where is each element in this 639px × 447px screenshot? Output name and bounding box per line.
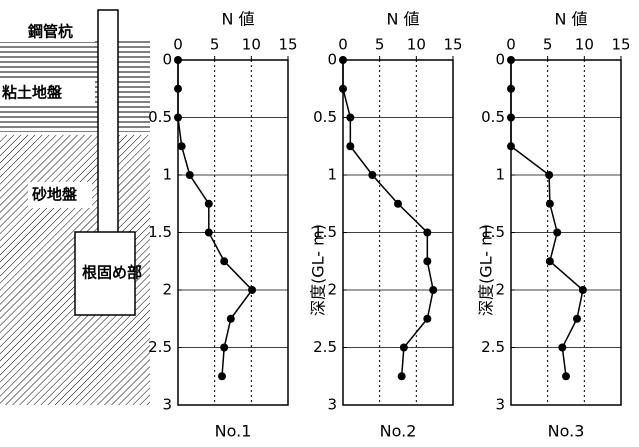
data-point bbox=[368, 171, 376, 179]
root-label: 根固め部 bbox=[82, 264, 142, 282]
data-point bbox=[507, 56, 515, 64]
data-point bbox=[423, 229, 431, 237]
data-point bbox=[400, 344, 408, 352]
data-point bbox=[394, 200, 402, 208]
data-point bbox=[248, 286, 256, 294]
y-tick-label: 2.5 bbox=[481, 338, 505, 356]
data-point bbox=[546, 200, 554, 208]
data-point bbox=[227, 315, 235, 323]
x-tick-label: 5 bbox=[543, 36, 553, 54]
data-point bbox=[346, 142, 354, 150]
y-tick-label: 0 bbox=[327, 51, 337, 69]
y-tick-label: 2 bbox=[162, 281, 172, 299]
data-point bbox=[186, 171, 194, 179]
chart-caption: No.1 bbox=[215, 422, 252, 441]
data-point bbox=[507, 85, 515, 93]
soil-diagram: 鋼管杭 粘土地盤 砂地盤 根固め部 bbox=[0, 10, 150, 405]
data-point bbox=[507, 142, 515, 150]
figure: 鋼管杭 粘土地盤 砂地盤 根固め部 05101500.511.522.53N 値… bbox=[0, 0, 639, 447]
x-tick-label: 0 bbox=[173, 36, 183, 54]
data-point bbox=[429, 286, 437, 294]
y-tick-label: 0.5 bbox=[148, 108, 172, 126]
x-axis-label: N 値 bbox=[554, 10, 587, 29]
data-point bbox=[339, 56, 347, 64]
steel-pile bbox=[98, 10, 118, 235]
clay-label: 粘土地盤 bbox=[2, 84, 63, 102]
y-tick-label: 2.5 bbox=[313, 338, 337, 356]
y-tick-label: 1.5 bbox=[148, 223, 172, 241]
y-tick-label: 3 bbox=[495, 396, 505, 414]
x-tick-label: 0 bbox=[506, 36, 516, 54]
data-point bbox=[174, 114, 182, 122]
y-tick-label: 3 bbox=[327, 396, 337, 414]
pile-label: 鋼管杭 bbox=[27, 23, 73, 41]
data-point bbox=[178, 142, 186, 150]
data-line bbox=[511, 60, 583, 376]
data-point bbox=[562, 372, 570, 380]
data-point bbox=[218, 372, 226, 380]
x-tick-label: 0 bbox=[338, 36, 348, 54]
data-point bbox=[339, 85, 347, 93]
chart-caption: No.2 bbox=[380, 422, 417, 441]
data-point bbox=[558, 344, 566, 352]
y-tick-label: 2 bbox=[327, 281, 337, 299]
y-tick-label: 1 bbox=[327, 166, 337, 184]
x-tick-label: 5 bbox=[210, 36, 220, 54]
y-tick-label: 1 bbox=[162, 166, 172, 184]
x-axis-label: N 値 bbox=[221, 10, 254, 29]
data-point bbox=[205, 229, 213, 237]
y-axis-label: 深度(GL- m) bbox=[309, 224, 328, 316]
y-tick-label: 3 bbox=[162, 396, 172, 414]
y-tick-label: 0.5 bbox=[481, 108, 505, 126]
data-point bbox=[423, 257, 431, 265]
y-tick-label: 1 bbox=[495, 166, 505, 184]
data-point bbox=[220, 344, 228, 352]
x-tick-label: 10 bbox=[242, 36, 261, 54]
data-point bbox=[220, 257, 228, 265]
y-axis-label: 深度(GL- m) bbox=[477, 224, 496, 316]
chart-caption: No.3 bbox=[548, 422, 585, 441]
y-tick-label: 0.5 bbox=[313, 108, 337, 126]
data-point bbox=[553, 229, 561, 237]
x-tick-label: 15 bbox=[443, 36, 462, 54]
y-tick-label: 0 bbox=[162, 51, 172, 69]
y-tick-label: 2 bbox=[495, 281, 505, 299]
x-tick-label: 15 bbox=[278, 36, 297, 54]
data-point bbox=[573, 315, 581, 323]
data-point bbox=[205, 200, 213, 208]
page: 鋼管杭 粘土地盤 砂地盤 根固め部 05101500.511.522.53N 値… bbox=[0, 0, 639, 447]
x-tick-label: 10 bbox=[575, 36, 594, 54]
data-line bbox=[343, 60, 433, 376]
data-point bbox=[546, 257, 554, 265]
sand-label: 砂地盤 bbox=[32, 186, 78, 204]
data-point bbox=[579, 286, 587, 294]
data-point bbox=[545, 171, 553, 179]
data-line bbox=[178, 60, 252, 376]
data-point bbox=[398, 372, 406, 380]
x-tick-label: 10 bbox=[407, 36, 426, 54]
data-point bbox=[174, 85, 182, 93]
data-point bbox=[423, 315, 431, 323]
y-tick-label: 0 bbox=[495, 51, 505, 69]
data-point bbox=[346, 114, 354, 122]
data-point bbox=[174, 56, 182, 64]
data-point bbox=[507, 114, 515, 122]
x-tick-label: 15 bbox=[611, 36, 630, 54]
x-tick-label: 5 bbox=[375, 36, 385, 54]
x-axis-label: N 値 bbox=[386, 10, 419, 29]
y-tick-label: 2.5 bbox=[148, 338, 172, 356]
